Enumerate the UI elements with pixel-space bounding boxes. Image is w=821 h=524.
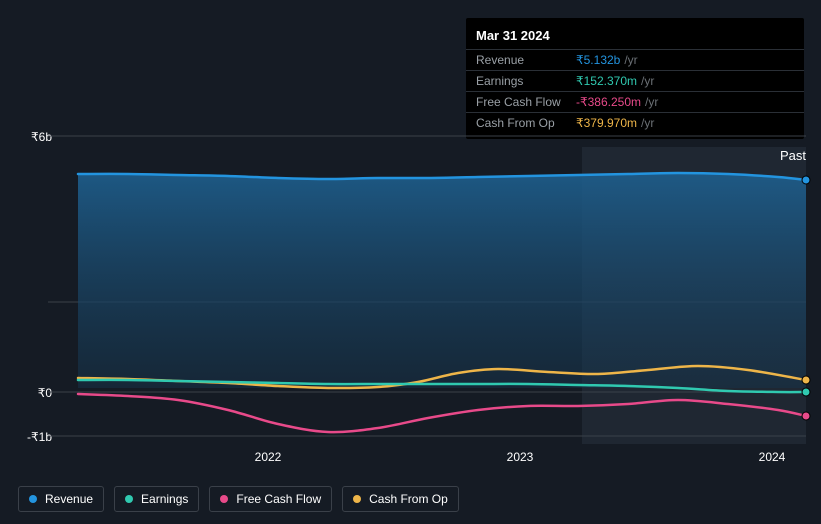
- legend-label: Revenue: [45, 492, 93, 506]
- x-axis-tick: 2023: [507, 450, 534, 464]
- tooltip-metric-label: Free Cash Flow: [476, 95, 576, 109]
- chart-plot[interactable]: Past: [48, 122, 806, 444]
- tooltip-metric-unit: /yr: [624, 53, 637, 67]
- legend-color-dot: [29, 495, 37, 503]
- tooltip-row: Revenue₹5.132b/yr: [466, 49, 804, 70]
- x-axis-tick: 2022: [255, 450, 282, 464]
- legend-label: Earnings: [141, 492, 188, 506]
- tooltip-metric-label: Revenue: [476, 53, 576, 67]
- tooltip-metric-value: -₹386.250m: [576, 95, 641, 109]
- legend-color-dot: [220, 495, 228, 503]
- legend-item[interactable]: Cash From Op: [342, 486, 459, 512]
- legend-label: Free Cash Flow: [236, 492, 321, 506]
- tooltip-row: Earnings₹152.370m/yr: [466, 70, 804, 91]
- legend-item[interactable]: Earnings: [114, 486, 199, 512]
- financials-chart: ₹6b₹0-₹1b Past 202220232024: [18, 122, 806, 472]
- legend-color-dot: [125, 495, 133, 503]
- tooltip-date: Mar 31 2024: [466, 24, 804, 49]
- tooltip-metric-label: Earnings: [476, 74, 576, 88]
- legend-color-dot: [353, 495, 361, 503]
- legend-label: Cash From Op: [369, 492, 448, 506]
- chart-legend: Revenue Earnings Free Cash Flow Cash From O…: [18, 486, 459, 512]
- tooltip-metric-value: ₹152.370m: [576, 74, 637, 88]
- tooltip-metric-unit: /yr: [641, 74, 654, 88]
- x-axis-tick: 2024: [759, 450, 786, 464]
- past-label: Past: [780, 148, 806, 163]
- legend-item[interactable]: Revenue: [18, 486, 104, 512]
- tooltip-row: Free Cash Flow-₹386.250m/yr: [466, 91, 804, 112]
- tooltip-metric-unit: /yr: [645, 95, 658, 109]
- legend-item[interactable]: Free Cash Flow: [209, 486, 332, 512]
- chart-tooltip: Mar 31 2024 Revenue₹5.132b/yrEarnings₹15…: [466, 18, 804, 139]
- tooltip-metric-value: ₹5.132b: [576, 53, 620, 67]
